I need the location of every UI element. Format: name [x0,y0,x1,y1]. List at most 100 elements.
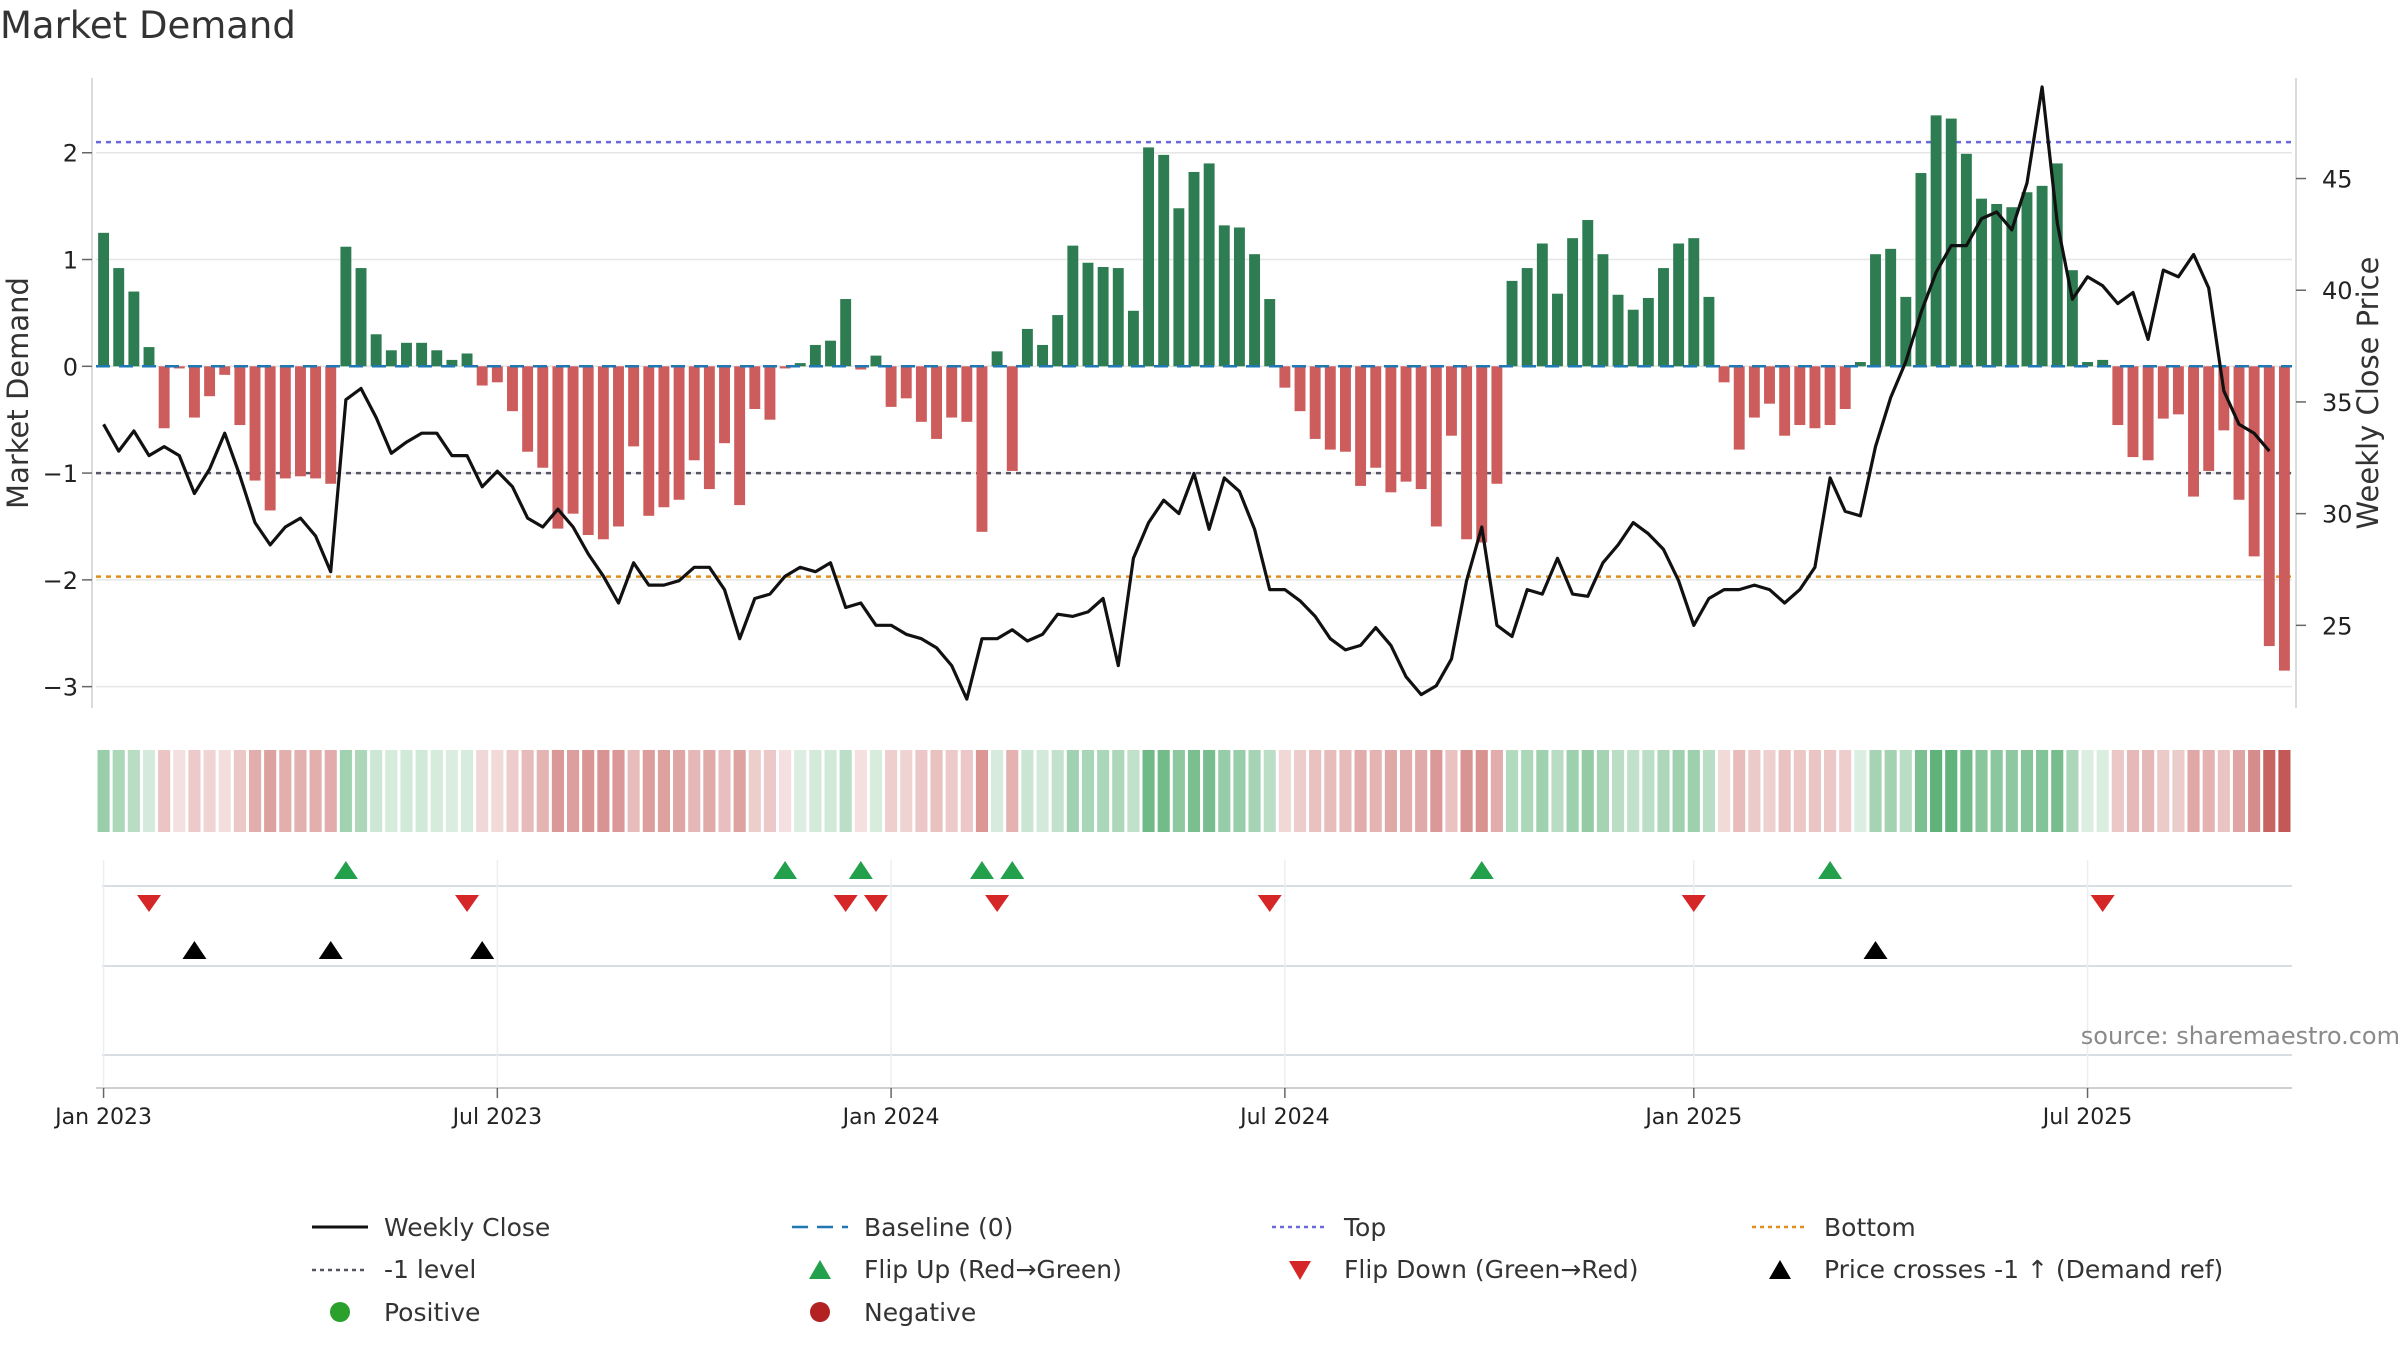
heat-strip-cell [1899,750,1912,832]
demand-bar-negative [567,366,579,514]
heat-strip-cell [415,750,428,832]
heat-strip-cell [1869,750,1882,832]
demand-bar-negative [764,366,776,420]
heat-strip-cell [2066,750,2079,832]
y-tick-label-left: −1 [43,460,78,488]
heat-strip-cell [2172,750,2185,832]
heat-strip-cell [1611,750,1625,832]
heat-strip-cell [703,750,716,832]
flip-up-marker [1818,861,1843,879]
legend-item-negative: Negative [790,1297,1270,1327]
demand-bar-positive [370,334,382,367]
flip-up-marker [333,861,358,879]
demand-bar-positive [2006,207,2018,367]
flip-down-marker [455,895,480,912]
demand-bar-negative [1309,366,1321,439]
flip-down-marker [1257,895,1282,912]
heat-strip-cell [506,750,519,832]
heat-strip-cell [1505,750,1519,832]
demand-bar-positive [794,363,806,367]
heat-strip-cell [1596,750,1609,832]
legend-dotted-line-icon [312,1268,368,1271]
demand-bar-positive [1854,362,1866,367]
triangle-down-icon [1289,1260,1311,1280]
demand-bar-positive [461,353,473,367]
heat-strip-cell [1369,750,1382,832]
demand-bar-positive [128,291,140,367]
demand-bar-negative [295,366,306,477]
demand-bar-positive [809,344,821,367]
heat-strip-cell [1490,750,1503,832]
circle-icon [330,1302,350,1323]
heat-strip-cell [127,750,140,832]
demand-bar-negative [597,366,609,540]
heat-strip-cell [1914,750,1928,832]
legend-item-price-cross: Price crosses -1 ↑ (Demand ref) [1750,1255,2250,1285]
heat-strip-cell [1475,750,1488,832]
heat-strip-cell [1172,750,1185,832]
heat-strip-cell [294,750,307,832]
demand-bar-negative [643,366,655,516]
demand-bar-negative [1794,366,1806,426]
x-tick-label: Jan 2023 [53,1105,152,1130]
y-tick-label-right: 35 [2322,389,2353,417]
price-cross-marker [318,941,343,959]
heat-strip-cell [1733,750,1746,832]
heat-strip-cell [1884,750,1897,832]
heat-strip-cell [1112,750,1125,832]
y-axis-title-right: Weekly Close Price [2351,257,2385,530]
heat-strip-cell [233,750,246,832]
demand-bar-positive [870,355,882,367]
flip-down-marker [1681,895,1706,912]
demand-bar-positive [446,359,458,367]
demand-bar-negative [1491,366,1503,484]
chart-legend: Weekly Close Baseline (0) Top Bottom -1 … [310,1212,2260,1332]
demand-bar-positive [1233,227,1245,367]
legend-label: Weekly Close [384,1212,551,1242]
heat-strip-cell [627,750,640,832]
demand-bar-negative [537,366,549,468]
heat-strip-cell [1808,750,1821,832]
demand-bar-negative [855,366,867,370]
demand-bar-negative [1476,366,1488,543]
demand-bar-positive [2066,270,2078,367]
demand-bar-positive [1612,294,1624,367]
heat-strip-cell [1036,750,1049,832]
demand-bar-positive [1597,254,1609,367]
heat-strip-cell [1960,750,1973,832]
demand-bar-positive [840,299,852,367]
demand-bar-positive [1930,115,1942,367]
demand-bar-negative [188,366,200,418]
flip-down-marker [833,895,858,912]
heat-strip-cell [354,750,368,832]
demand-bar-negative [1294,366,1306,412]
heat-strip-cell [2005,750,2018,832]
demand-bar-positive [1900,296,1912,367]
heat-strip-cell [657,750,670,832]
demand-bar-negative [491,366,503,383]
y-tick-label-left: 0 [63,353,78,381]
demand-bar-negative [1446,366,1457,436]
heat-strip-cell [1990,750,2003,832]
demand-bar-positive [113,268,125,367]
heat-strip-cell [1839,750,1852,832]
legend-line-icon [312,1225,368,1229]
heat-strip-cell [2111,750,2124,832]
demand-bar-negative [658,366,670,508]
demand-bar-negative [1006,366,1018,471]
legend-dotted-line-icon [1752,1225,1808,1229]
demand-bar-negative [719,366,730,444]
demand-bar-negative [325,366,337,484]
heat-strip-cell [900,750,913,832]
heat-strip-cell [2157,750,2170,832]
demand-bar-negative [264,366,276,511]
heat-strip-cell [1642,750,1655,832]
demand-bar-negative [552,366,564,529]
flip-down-marker [985,895,1010,912]
demand-bar-positive [416,342,428,367]
demand-bar-positive [1567,238,1579,367]
price-cross-marker [470,941,495,959]
demand-bar-positive [1552,293,1563,367]
heat-strip-cell [1278,750,1291,832]
demand-bar-negative [915,366,927,422]
